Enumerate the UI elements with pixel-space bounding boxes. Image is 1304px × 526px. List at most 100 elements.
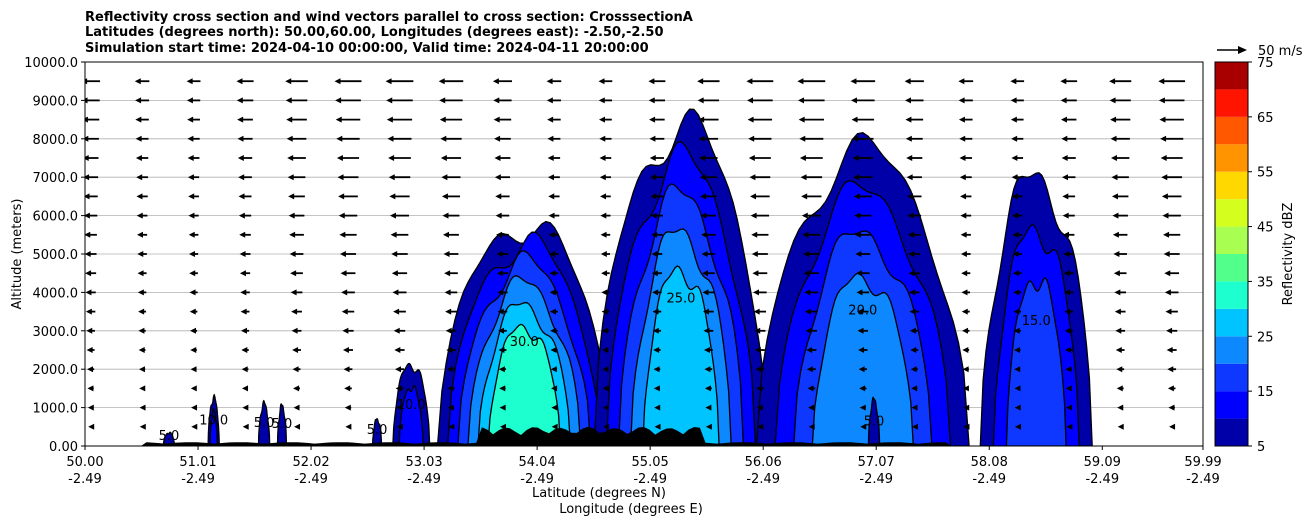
wind-vector-head (441, 174, 448, 181)
wind-vector-head (1013, 289, 1020, 296)
wind-vector-head (551, 385, 558, 392)
wind-vector-head (963, 423, 970, 430)
wind-vector-head (1159, 116, 1166, 123)
wind-vector-head (241, 347, 248, 353)
wind-vector-head (1167, 366, 1174, 373)
wind-vector-head (238, 174, 245, 181)
colorbar-tick-label: 25 (1257, 330, 1274, 345)
y-tick-label: 7000.0 (33, 171, 79, 186)
wind-vector-head (1011, 174, 1018, 181)
wind-vector-head (499, 404, 506, 411)
wind-vector-head (851, 116, 858, 123)
wind-vector-head (1161, 193, 1168, 200)
wind-vector-head (86, 327, 93, 334)
wind-vector-head (391, 251, 398, 257)
wind-vector-head (850, 78, 857, 85)
colorbar-tick-label: 75 (1257, 56, 1274, 71)
wind-vector-head (336, 155, 343, 161)
wind-vector-head (858, 347, 865, 353)
contour-label: 5.0 (254, 416, 275, 431)
wind-vector-head (548, 193, 555, 200)
wind-vector-head (291, 308, 298, 315)
wind-vector-head (1012, 231, 1019, 238)
wind-vector-head (701, 251, 708, 257)
reflectivity-contours (162, 108, 1093, 446)
wind-vector-head (701, 270, 708, 277)
wind-vector-head (85, 308, 92, 315)
wind-vectors (85, 78, 1186, 430)
x-tick-label: 57.07 (858, 455, 895, 470)
wind-vector-head (806, 366, 813, 373)
wind-vector-head (1060, 116, 1067, 123)
y-tick-label: 5000.0 (33, 248, 79, 263)
wind-key-arrow-head (1238, 46, 1247, 54)
y-tick-label: 0.00 (49, 440, 78, 455)
wind-vector-head (757, 423, 764, 430)
wind-vector-head (599, 116, 606, 123)
wind-vector-head (138, 347, 145, 353)
wind-vector-head (1117, 404, 1124, 411)
wind-vector-head (905, 135, 912, 142)
wind-vector-head (649, 116, 656, 123)
wind-vector-head (601, 327, 608, 334)
wind-vector-head (87, 385, 94, 392)
wind-vector-head (188, 231, 195, 238)
contour-band (867, 396, 881, 446)
wind-vector-head (1166, 347, 1173, 353)
wind-vector-head (138, 327, 145, 334)
wind-vector-head (1062, 193, 1069, 200)
wind-vector-head (1011, 135, 1018, 142)
contour-label: 5.0 (367, 423, 388, 438)
wind-vector-head (186, 78, 193, 85)
wind-vector-head (285, 97, 292, 104)
x-tick-sublabel: -2.49 (520, 472, 554, 487)
wind-vector-head (342, 347, 349, 353)
wind-vector-head (907, 193, 914, 200)
x-tick-sublabel: -2.49 (633, 472, 667, 487)
x-tick-sublabel: -2.49 (68, 472, 102, 487)
wind-vector-head (88, 423, 95, 430)
wind-vector-head (337, 174, 344, 181)
colorbar-tick-label: 15 (1257, 385, 1274, 400)
wind-vector-head (1113, 270, 1120, 277)
wind-vector-head (909, 308, 916, 315)
wind-vector-head (859, 385, 866, 392)
x-axis-label: Latitude (degrees N) (532, 486, 666, 501)
wind-vector-head (546, 78, 553, 85)
wind-vector-head (550, 366, 557, 373)
contour-band (1005, 277, 1067, 446)
wind-vector-head (547, 116, 554, 123)
wind-vector-head (653, 347, 660, 353)
colorbar-label: Reflectivity dBZ (1281, 203, 1296, 306)
wind-vector-head (288, 193, 295, 200)
wind-vector-head (342, 327, 349, 334)
wind-vector-head (961, 308, 968, 315)
wind-vector-head (1012, 251, 1019, 257)
wind-vector-head (1014, 404, 1021, 411)
wind-vector-head (1158, 97, 1165, 104)
wind-vector-head (334, 78, 341, 85)
wind-vector-head (802, 231, 809, 238)
colorbar-tick-label: 55 (1257, 166, 1274, 181)
colorbar-tick-label: 45 (1257, 221, 1274, 236)
contour-band (487, 323, 562, 446)
wind-vector-head (448, 423, 455, 430)
wind-vector-head (191, 423, 198, 430)
wind-vector-head (1063, 270, 1070, 277)
wind-vector-head (237, 116, 244, 123)
wind-vector-head (1010, 116, 1017, 123)
contour-band (162, 431, 176, 446)
wind-vector-head (547, 135, 554, 142)
wind-vector-head (805, 327, 812, 334)
wind-vector-head (599, 174, 606, 181)
wind-vector-head (85, 231, 91, 238)
wind-vector-head (494, 155, 501, 161)
wind-vector-head (910, 347, 917, 353)
wind-vector-head (85, 289, 92, 296)
wind-vector-head (852, 135, 859, 142)
wind-vector-head (853, 174, 860, 181)
wind-vector-head (549, 251, 556, 257)
wind-vector-head (389, 212, 396, 219)
terrain (85, 426, 1203, 446)
wind-vector-head (600, 251, 607, 257)
